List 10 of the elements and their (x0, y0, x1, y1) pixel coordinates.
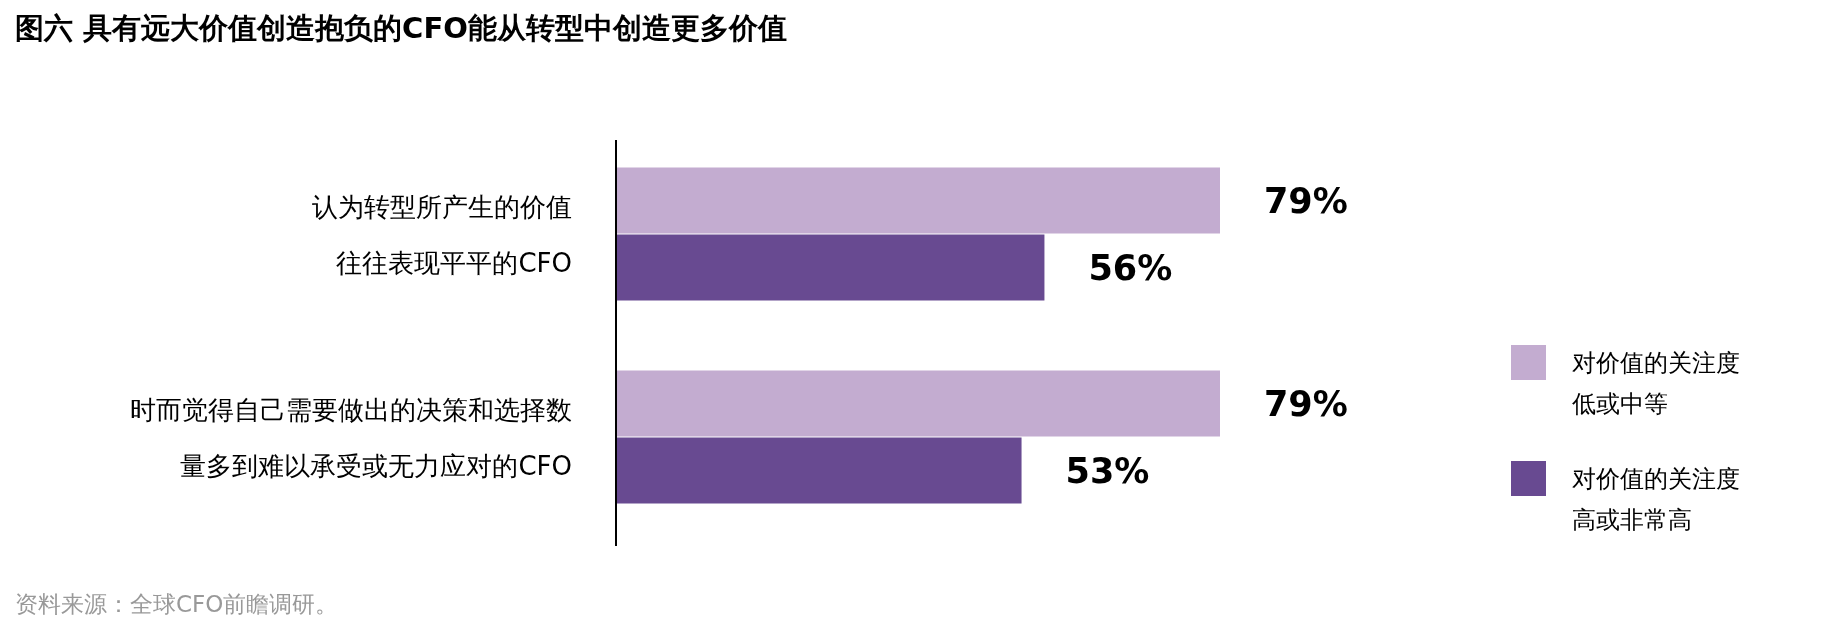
data-label: 53% (1065, 451, 1150, 491)
legend-label: 对价值的关注度低或中等 (1572, 349, 1740, 418)
legend-label: 对价值的关注度高或非常高 (1572, 465, 1740, 534)
data-label: 79% (1264, 181, 1348, 221)
y-tick-label: 时而觉得自己需要做出的决策和选择数量多到难以承受或无力应对的CFO (130, 394, 572, 481)
data-label: 56% (1088, 248, 1173, 288)
data-label: 79% (1264, 384, 1348, 424)
chart-title: 图六 具有远大价值创造抱负的CFO能从转型中创造更多价值 (15, 11, 787, 45)
text: 资料来源：全球CFO前瞻调研。 (15, 591, 339, 617)
y-tick-label: 认为转型所产生的价值往往表现平平的CFO (312, 191, 572, 278)
